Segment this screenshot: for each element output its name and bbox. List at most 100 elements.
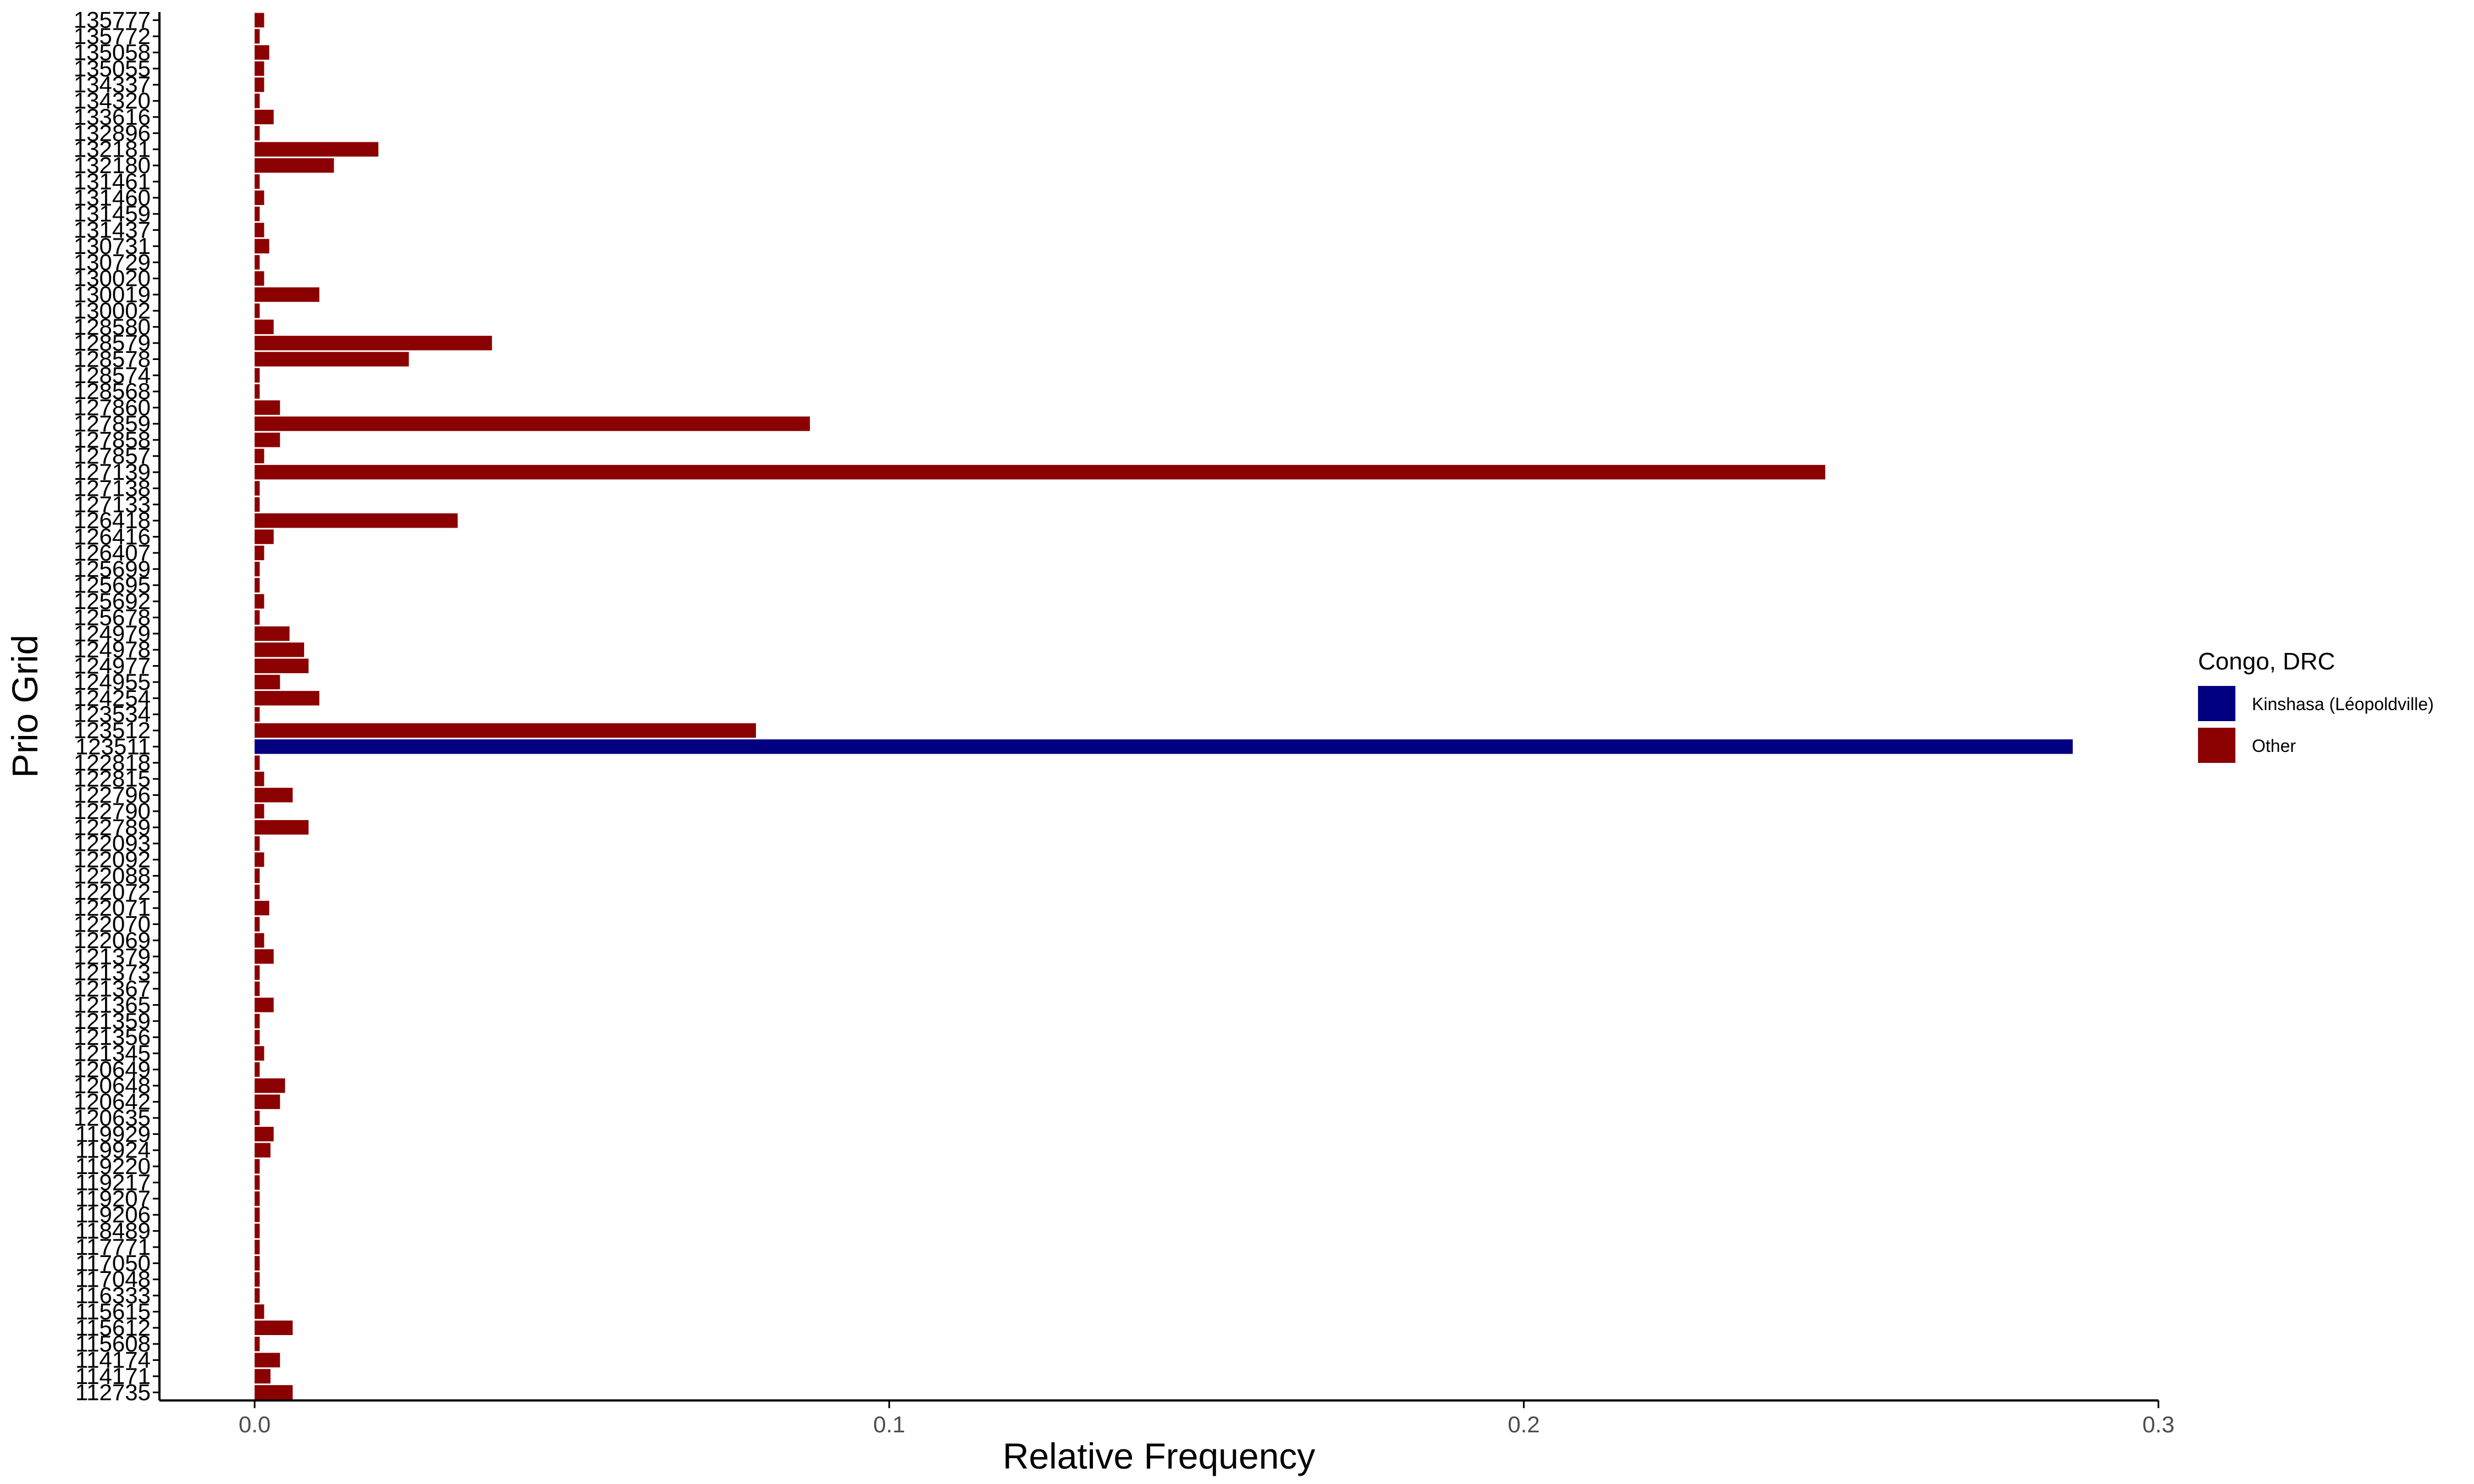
y-axis-title: Prio Grid: [4, 635, 45, 778]
bar: [255, 352, 409, 367]
legend: Congo, DRC Kinshasa (Léopoldville) Other: [2198, 648, 2434, 763]
x-axis-ticks: 0.0 0.1 0.2 0.3: [239, 1400, 2174, 1437]
y-tick-label: 122071: [74, 895, 151, 921]
y-tick-label: 122070: [74, 911, 151, 937]
x-tick-label: 0.0: [239, 1411, 270, 1437]
bar: [255, 933, 264, 948]
y-axis-ticks: 1127351141711141741156081156121156151163…: [74, 7, 159, 1405]
x-axis-title: Relative Frequency: [1003, 1436, 1316, 1476]
bar: [255, 513, 458, 528]
bar: [255, 707, 260, 722]
y-tick-label: 126407: [74, 540, 151, 566]
y-tick-label: 130729: [74, 249, 151, 275]
y-tick-label: 128580: [74, 314, 151, 340]
bar: [255, 303, 260, 318]
y-tick-label: 125678: [74, 604, 151, 630]
legend-swatch-kinshasa: [2198, 686, 2235, 721]
y-tick-label: 122789: [74, 814, 151, 840]
bar: [255, 884, 260, 899]
bar: [255, 674, 280, 690]
bar: [255, 1014, 260, 1028]
bar: [255, 158, 334, 173]
y-tick-label: 127139: [74, 459, 151, 485]
y-tick-label: 125692: [74, 588, 151, 614]
bar: [255, 1369, 270, 1384]
y-tick-label: 132181: [74, 136, 151, 162]
bar: [255, 1208, 260, 1222]
bar: [255, 1127, 274, 1142]
legend-label-other: Other: [2252, 736, 2296, 756]
y-tick-label: 122072: [74, 879, 151, 905]
bar: [255, 917, 260, 932]
y-tick-label: 127857: [74, 443, 151, 469]
y-tick-label: 128578: [74, 346, 151, 372]
y-tick-label: 127858: [74, 427, 151, 452]
bar: [255, 562, 260, 577]
y-tick-label: 127133: [74, 491, 151, 517]
bar: [255, 1175, 260, 1190]
y-tick-label: 135055: [74, 56, 151, 81]
y-tick-label: 134337: [74, 71, 151, 97]
y-tick-label: 116333: [75, 1282, 151, 1308]
bar: [255, 1223, 260, 1238]
y-tick-label: 123511: [75, 733, 151, 759]
y-tick-label: 130019: [74, 281, 151, 307]
y-tick-label: 122093: [74, 830, 151, 856]
bar: [255, 464, 1826, 480]
y-tick-label: 119206: [75, 1201, 151, 1227]
bar: [255, 739, 2073, 754]
bar: [255, 1336, 260, 1352]
bar: [255, 1094, 280, 1109]
bar: [255, 319, 274, 334]
bar: [255, 206, 260, 222]
bar: [255, 29, 260, 44]
y-tick-label: 120649: [74, 1056, 151, 1082]
y-tick-label: 122818: [74, 750, 151, 776]
bars-layer: [255, 13, 2073, 1400]
x-tick-label: 0.3: [2142, 1411, 2174, 1437]
y-tick-label: 122815: [74, 766, 151, 791]
bar: [255, 868, 260, 883]
bar: [255, 900, 269, 916]
y-tick-label: 124977: [74, 653, 151, 679]
y-tick-label: 130020: [74, 265, 151, 291]
bar: [255, 949, 274, 964]
y-tick-label: 124979: [74, 621, 151, 646]
y-tick-label: 123534: [74, 701, 151, 727]
y-tick-label: 122088: [74, 862, 151, 888]
bar: [255, 448, 264, 463]
bar: [255, 1288, 260, 1303]
y-tick-label: 124254: [74, 685, 151, 711]
y-tick-label: 121345: [74, 1040, 151, 1066]
bar: [255, 755, 260, 771]
y-tick-label: 120635: [74, 1105, 151, 1131]
bar: [255, 578, 260, 593]
bar: [255, 190, 264, 205]
y-tick-label: 121379: [74, 943, 151, 969]
bar: [255, 93, 260, 108]
y-tick-label: 126416: [74, 524, 151, 550]
y-tick-label: 114174: [75, 1347, 151, 1373]
y-tick-label: 117050: [75, 1250, 151, 1276]
y-tick-label: 117771: [75, 1234, 151, 1260]
y-tick-label: 131460: [74, 185, 151, 211]
bar: [255, 13, 264, 27]
bar: [255, 723, 756, 738]
y-tick-label: 128568: [74, 378, 151, 404]
y-tick-label: 127138: [74, 475, 151, 501]
bar: [255, 691, 319, 706]
bar: [255, 1110, 260, 1126]
y-tick-label: 123512: [74, 717, 151, 743]
bar: [255, 1078, 285, 1093]
y-tick-label: 124978: [74, 636, 151, 662]
y-tick-label: 115612: [75, 1315, 151, 1341]
bar: [255, 384, 260, 399]
bar: [255, 529, 274, 544]
y-tick-label: 115615: [75, 1298, 151, 1324]
legend-title: Congo, DRC: [2198, 648, 2335, 675]
y-tick-label: 131437: [74, 217, 151, 243]
bar: [255, 109, 274, 125]
bar: [255, 255, 260, 270]
y-tick-label: 120642: [74, 1089, 151, 1115]
